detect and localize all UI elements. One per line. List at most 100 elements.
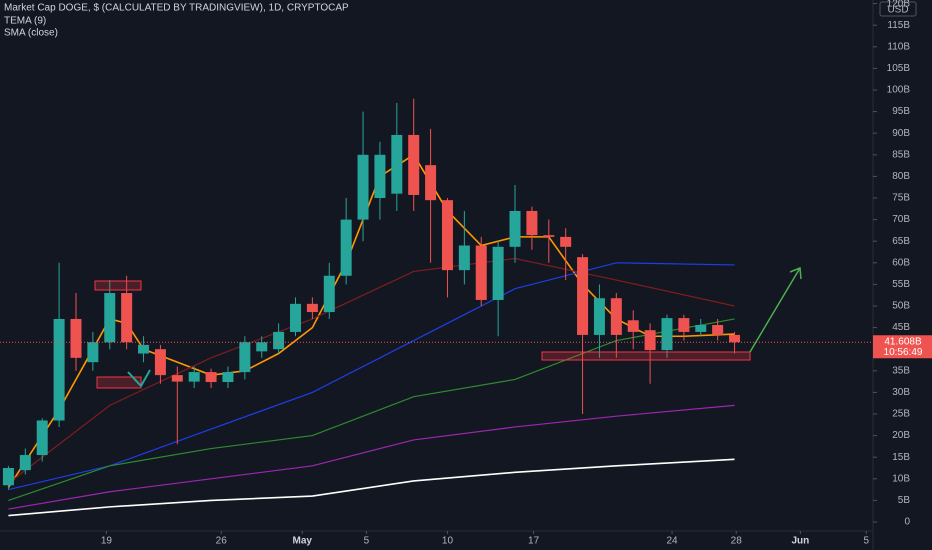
x-tick-label: May bbox=[293, 536, 313, 547]
candle-body bbox=[695, 325, 707, 332]
candle-body bbox=[53, 318, 65, 421]
y-tick-label: 90B bbox=[892, 128, 910, 139]
candle-body bbox=[104, 293, 116, 343]
candle-body bbox=[2, 468, 14, 486]
candle-body bbox=[408, 134, 420, 195]
candle-body bbox=[543, 235, 555, 237]
candle-body bbox=[678, 318, 690, 332]
candle-body bbox=[171, 375, 183, 382]
last-price-tag bbox=[873, 335, 932, 359]
candle-body bbox=[306, 303, 318, 313]
candle-body bbox=[256, 342, 268, 352]
moving-average-line bbox=[8, 458, 735, 517]
candle-body bbox=[593, 298, 605, 335]
drawing-rectangle bbox=[96, 376, 142, 389]
drawing-arrow bbox=[749, 267, 801, 353]
candle-body bbox=[509, 210, 521, 247]
candle-body bbox=[357, 154, 369, 220]
y-tick-label: 30B bbox=[892, 387, 910, 398]
candle-body bbox=[441, 200, 453, 271]
y-tick-label: 60B bbox=[892, 257, 910, 268]
candle-body bbox=[70, 318, 82, 358]
drawing-rectangle bbox=[541, 351, 751, 361]
candle-body bbox=[458, 245, 470, 271]
y-tick-label: 50B bbox=[892, 301, 910, 312]
candle-body bbox=[239, 342, 251, 373]
moving-average-line bbox=[8, 262, 735, 491]
candle-body bbox=[138, 344, 150, 354]
x-tick-label: 19 bbox=[101, 536, 113, 547]
currency-box[interactable] bbox=[879, 1, 917, 17]
y-tick-label: 80B bbox=[892, 171, 910, 182]
x-tick-label: 10 bbox=[442, 536, 454, 547]
y-tick-label: 105B bbox=[887, 63, 911, 74]
y-tick-label: 25B bbox=[892, 409, 910, 420]
y-tick-label: 100B bbox=[887, 85, 911, 96]
x-tick-label: 17 bbox=[528, 536, 540, 547]
indicator-label: SMA (close) bbox=[4, 28, 58, 39]
y-tick-label: 45B bbox=[892, 322, 910, 333]
candle-body bbox=[273, 331, 285, 350]
candle-body bbox=[205, 372, 217, 383]
last-price-label: 41.608B bbox=[884, 336, 922, 347]
y-tick-label: 110B bbox=[887, 41, 910, 52]
drawing-arrowhead bbox=[789, 266, 802, 280]
y-tick-label: 15B bbox=[892, 452, 910, 463]
indicator-label: TEMA (9) bbox=[4, 16, 46, 27]
currency-label[interactable]: USD bbox=[887, 5, 908, 16]
x-tick-label: Jun bbox=[792, 536, 810, 547]
candle-body bbox=[492, 246, 504, 300]
candle-body bbox=[391, 134, 403, 194]
candle-body bbox=[577, 257, 589, 335]
drawing-rectangle bbox=[94, 280, 142, 291]
y-tick-label: 85B bbox=[892, 149, 910, 160]
y-tick-label: 5B bbox=[898, 495, 911, 506]
moving-average-line bbox=[8, 404, 735, 510]
y-tick-label: 0 bbox=[904, 517, 910, 528]
y-tick-label: 55B bbox=[892, 279, 910, 290]
candle-body bbox=[627, 320, 639, 332]
x-tick-label: 26 bbox=[216, 536, 228, 547]
candle-body bbox=[323, 275, 335, 313]
candle-body bbox=[526, 210, 538, 236]
candle-body bbox=[340, 219, 352, 276]
plot bbox=[2, 98, 741, 517]
moving-average-line bbox=[8, 257, 735, 484]
y-tick-label: 115B bbox=[887, 20, 910, 31]
candle-body bbox=[222, 372, 234, 383]
candle-body bbox=[661, 318, 673, 351]
candle-body bbox=[729, 334, 741, 343]
y-tick-label: 95B bbox=[892, 106, 910, 117]
candle-body bbox=[154, 349, 166, 376]
chart-title: Market Cap DOGE, $ (CALCULATED BY TRADIN… bbox=[4, 3, 349, 14]
candle-body bbox=[188, 372, 200, 382]
x-tick-label: 24 bbox=[666, 536, 678, 547]
candle-body bbox=[36, 420, 48, 456]
y-tick-label: 70B bbox=[892, 214, 910, 225]
candle-body bbox=[87, 342, 99, 363]
y-tick-label: 20B bbox=[892, 430, 910, 441]
candle-body bbox=[560, 236, 572, 247]
x-tick-label: 28 bbox=[731, 536, 743, 547]
candle-body bbox=[644, 330, 656, 351]
x-tick-label: 5 bbox=[863, 536, 869, 547]
candle-body bbox=[475, 245, 487, 300]
x-tick-label: 5 bbox=[364, 536, 370, 547]
y-tick-label: 10B bbox=[892, 473, 910, 484]
candle-body bbox=[290, 303, 302, 332]
candle-body bbox=[425, 165, 437, 201]
y-tick-label: 75B bbox=[892, 193, 910, 204]
candle-body bbox=[374, 154, 386, 198]
drawing-arrow bbox=[127, 369, 151, 388]
y-tick-label: 120B bbox=[887, 0, 911, 9]
candle-body bbox=[121, 293, 133, 343]
candle-body bbox=[712, 325, 724, 335]
countdown-label: 10:56:49 bbox=[884, 347, 923, 358]
candle-body bbox=[19, 455, 31, 471]
y-tick-label: 35B bbox=[892, 365, 910, 376]
y-tick-label: 65B bbox=[892, 236, 910, 247]
candle-body bbox=[610, 298, 622, 335]
